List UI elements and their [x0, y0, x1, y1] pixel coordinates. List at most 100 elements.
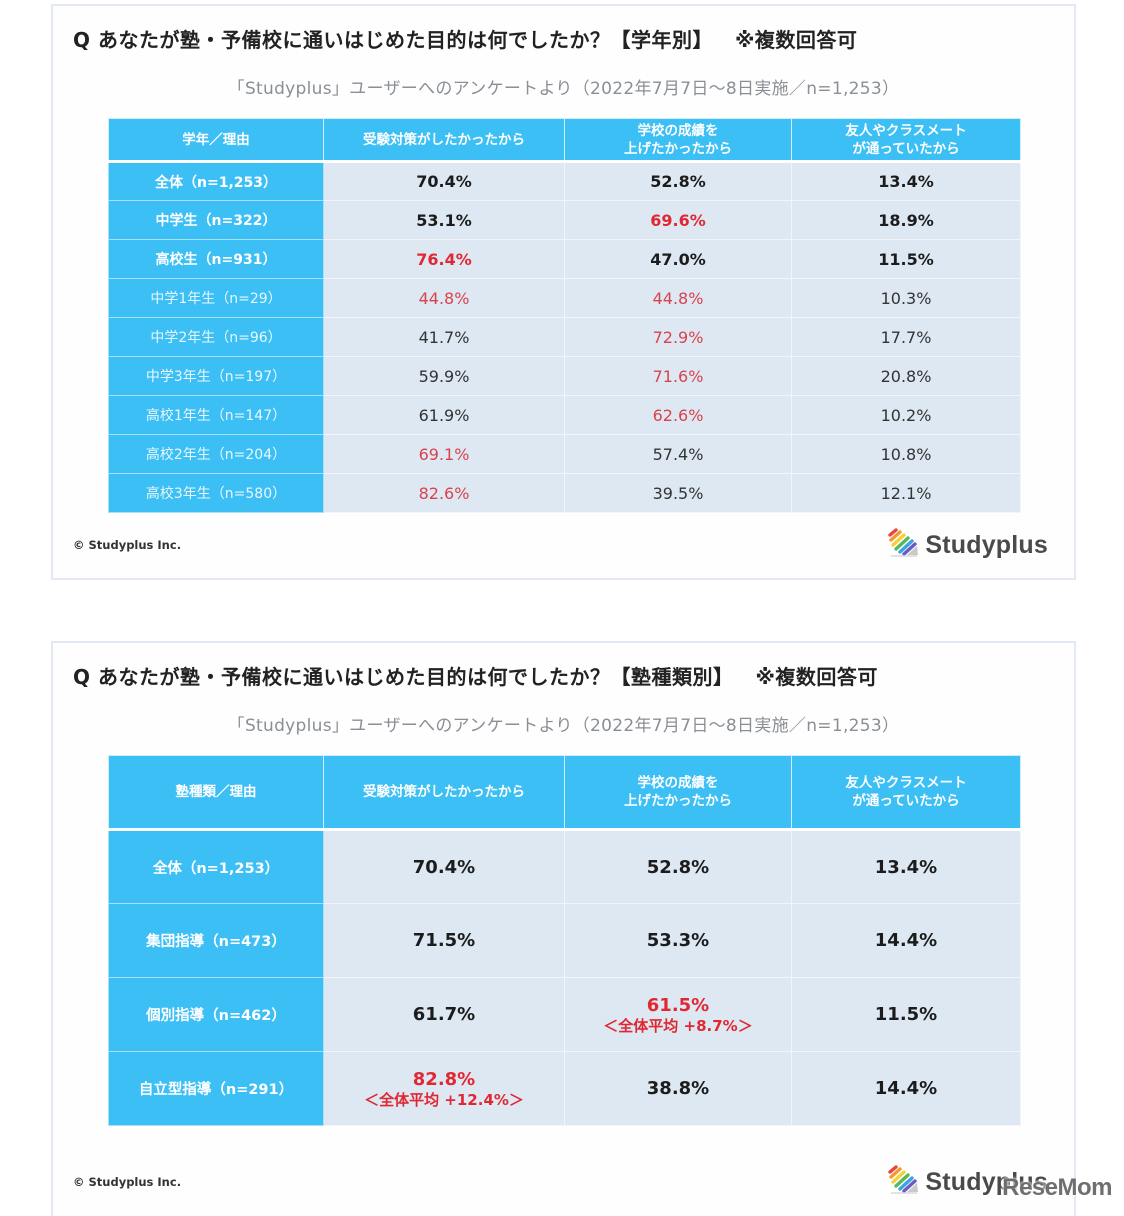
- school-type-table: 塾種類／理由 受験対策がしたかったから 学校の成績を 上げたかったから 友人やク…: [108, 755, 1021, 1126]
- table-row: 中学2年生（n=96） 41.7% 72.9% 17.7%: [108, 317, 1021, 357]
- grade-table-panel: Q あなたが塾・予備校に通いはじめた目的は何でしたか？【学年別】 ※複数回答可 「…: [51, 4, 1076, 580]
- table-cell: 61.7%: [323, 977, 565, 1052]
- table-cell-highlighted: 82.6%: [323, 473, 565, 513]
- table-cell-highlighted: 62.6%: [564, 395, 792, 435]
- table-row: 自立型指導（n=291） 82.8% ＜全体平均 +12.4%＞ 38.8% 1…: [108, 1051, 1021, 1126]
- table-cell-highlighted: 44.8%: [323, 278, 565, 318]
- table-cell-highlighted: 82.8% ＜全体平均 +12.4%＞: [323, 1051, 565, 1126]
- table-cell: 52.8%: [564, 829, 792, 904]
- column-header-friends: 友人やクラスメート が通っていたから: [791, 755, 1021, 830]
- row-label: 全体（n=1,253）: [108, 161, 324, 201]
- logo-text: Studyplus: [925, 530, 1048, 559]
- column-header-school-grades: 学校の成績を 上げたかったから: [564, 118, 792, 162]
- row-label: 自立型指導（n=291）: [108, 1051, 324, 1126]
- studyplus-logo: Studyplus: [887, 1165, 1048, 1199]
- row-label: 全体（n=1,253）: [108, 829, 324, 904]
- title-text: Q あなたが塾・予備校に通いはじめた目的は何でしたか？【塾種類別】: [73, 665, 734, 689]
- multiple-answer-note: ※複数回答可: [734, 28, 858, 52]
- copyright: © Studyplus Inc.: [73, 1175, 182, 1189]
- resemom-watermark: ReseMom: [1002, 1174, 1112, 1201]
- table-row: 高校3年生（n=580） 82.6% 39.5% 12.1%: [108, 473, 1021, 513]
- table-cell: 14.4%: [791, 1051, 1021, 1126]
- table-cell: 59.9%: [323, 356, 565, 396]
- title-text: Q あなたが塾・予備校に通いはじめた目的は何でしたか？【学年別】: [73, 28, 713, 52]
- cell-value: 61.5%: [646, 994, 710, 1016]
- cell-annotation: ＜全体平均 +8.7%＞: [603, 1016, 753, 1035]
- panel-subtitle: 「Studyplus」ユーザーへのアンケートより（2022年7月7日〜8日実施／…: [227, 79, 900, 99]
- table-cell: 53.3%: [564, 903, 792, 978]
- table-cell: 61.9%: [323, 395, 565, 435]
- table-cell: 11.5%: [791, 977, 1021, 1052]
- table-cell: 57.4%: [564, 434, 792, 474]
- row-label: 中学2年生（n=96）: [108, 317, 324, 357]
- row-label: 中学1年生（n=29）: [108, 278, 324, 318]
- table-cell: 10.2%: [791, 395, 1021, 435]
- table-cell-highlighted: 69.6%: [564, 200, 792, 240]
- cell-annotation: ＜全体平均 +12.4%＞: [364, 1090, 524, 1109]
- row-label: 個別指導（n=462）: [108, 977, 324, 1052]
- panel-title: Q あなたが塾・予備校に通いはじめた目的は何でしたか？【塾種類別】 ※複数回答可: [73, 661, 878, 690]
- table-row: 全体（n=1,253） 70.4% 52.8% 13.4%: [108, 161, 1021, 201]
- pencil-stripes-icon: [887, 528, 919, 562]
- table-cell: 71.5%: [323, 903, 565, 978]
- column-header-school-grades: 学校の成績を 上げたかったから: [564, 755, 792, 830]
- table-header-row: 学年／理由 受験対策がしたかったから 学校の成績を 上げたかったから 友人やクラ…: [108, 118, 1021, 162]
- table-cell: 11.5%: [791, 239, 1021, 279]
- logo-text: Studyplus: [925, 1167, 1048, 1196]
- table-cell: 10.3%: [791, 278, 1021, 318]
- table-cell-highlighted: 76.4%: [323, 239, 565, 279]
- table-row: 全体（n=1,253） 70.4% 52.8% 13.4%: [108, 829, 1021, 904]
- column-header-exam-prep: 受験対策がしたかったから: [323, 118, 565, 162]
- row-label: 中学生（n=322）: [108, 200, 324, 240]
- row-label: 高校生（n=931）: [108, 239, 324, 279]
- cell-value: 82.8%: [412, 1068, 476, 1090]
- table-cell-highlighted: 44.8%: [564, 278, 792, 318]
- multiple-answer-note: ※複数回答可: [755, 665, 878, 689]
- table-cell-highlighted: 71.6%: [564, 356, 792, 396]
- row-label: 高校1年生（n=147）: [108, 395, 324, 435]
- table-cell: 41.7%: [323, 317, 565, 357]
- table-cell-highlighted: 69.1%: [323, 434, 565, 474]
- table-row: 中学生（n=322） 53.1% 69.6% 18.9%: [108, 200, 1021, 240]
- pencil-stripes-icon: [887, 1165, 919, 1199]
- column-header-friends: 友人やクラスメート が通っていたから: [791, 118, 1021, 162]
- table-cell: 47.0%: [564, 239, 792, 279]
- panel-subtitle: 「Studyplus」ユーザーへのアンケートより（2022年7月7日〜8日実施／…: [227, 716, 900, 736]
- column-header-category: 塾種類／理由: [108, 755, 324, 830]
- table-cell: 13.4%: [791, 161, 1021, 201]
- row-label: 集団指導（n=473）: [108, 903, 324, 978]
- table-cell: 39.5%: [564, 473, 792, 513]
- table-row: 個別指導（n=462） 61.7% 61.5% ＜全体平均 +8.7%＞ 11.…: [108, 977, 1021, 1052]
- studyplus-logo: Studyplus: [887, 528, 1048, 562]
- table-cell: 20.8%: [791, 356, 1021, 396]
- column-header-category: 学年／理由: [108, 118, 324, 162]
- table-cell-highlighted: 72.9%: [564, 317, 792, 357]
- table-cell: 17.7%: [791, 317, 1021, 357]
- grade-table: 学年／理由 受験対策がしたかったから 学校の成績を 上げたかったから 友人やクラ…: [108, 118, 1021, 513]
- table-cell: 70.4%: [323, 161, 565, 201]
- table-cell-highlighted: 61.5% ＜全体平均 +8.7%＞: [564, 977, 792, 1052]
- table-cell: 10.8%: [791, 434, 1021, 474]
- column-header-exam-prep: 受験対策がしたかったから: [323, 755, 565, 830]
- table-cell: 14.4%: [791, 903, 1021, 978]
- table-row: 高校1年生（n=147） 61.9% 62.6% 10.2%: [108, 395, 1021, 435]
- row-label: 高校3年生（n=580）: [108, 473, 324, 513]
- table-row: 高校2年生（n=204） 69.1% 57.4% 10.8%: [108, 434, 1021, 474]
- table-cell: 52.8%: [564, 161, 792, 201]
- table-cell: 12.1%: [791, 473, 1021, 513]
- row-label: 中学3年生（n=197）: [108, 356, 324, 396]
- table-row: 集団指導（n=473） 71.5% 53.3% 14.4%: [108, 903, 1021, 978]
- table-row: 高校生（n=931） 76.4% 47.0% 11.5%: [108, 239, 1021, 279]
- table-header-row: 塾種類／理由 受験対策がしたかったから 学校の成績を 上げたかったから 友人やク…: [108, 755, 1021, 830]
- table-row: 中学3年生（n=197） 59.9% 71.6% 20.8%: [108, 356, 1021, 396]
- school-type-table-panel: Q あなたが塾・予備校に通いはじめた目的は何でしたか？【塾種類別】 ※複数回答可 …: [51, 641, 1076, 1216]
- table-cell: 70.4%: [323, 829, 565, 904]
- copyright: © Studyplus Inc.: [73, 538, 182, 552]
- table-cell: 13.4%: [791, 829, 1021, 904]
- table-row: 中学1年生（n=29） 44.8% 44.8% 10.3%: [108, 278, 1021, 318]
- row-label: 高校2年生（n=204）: [108, 434, 324, 474]
- panel-title: Q あなたが塾・予備校に通いはじめた目的は何でしたか？【学年別】 ※複数回答可: [73, 24, 857, 53]
- table-cell: 53.1%: [323, 200, 565, 240]
- table-cell: 38.8%: [564, 1051, 792, 1126]
- table-cell: 18.9%: [791, 200, 1021, 240]
